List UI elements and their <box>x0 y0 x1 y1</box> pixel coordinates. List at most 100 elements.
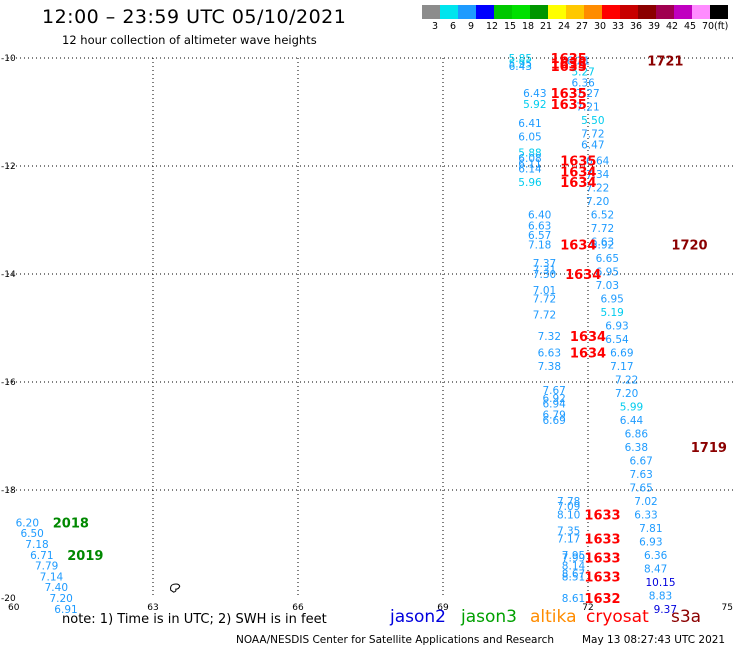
x-tick-label: 72 <box>582 603 593 613</box>
swh-value-label: 6.36 <box>571 77 595 89</box>
time-label: 1634 <box>560 165 596 180</box>
legend-swatch <box>548 5 566 19</box>
swh-value-label: 6.63 <box>538 347 561 359</box>
x-tick-label: 69 <box>437 603 449 613</box>
swh-value-label: 8.61 <box>562 593 585 605</box>
footer-credit: NOAA/NESDIS Center for Satellite Applica… <box>236 634 554 646</box>
swh-value-label: 6.95 <box>600 293 623 305</box>
swh-value-label: 6.44 <box>620 415 644 427</box>
swh-value-label: 6.92 <box>591 239 614 251</box>
legend-tick-label: 18 <box>522 21 535 32</box>
swh-value-label: 6.20 <box>16 517 39 529</box>
x-tick-label: 75 <box>722 603 733 613</box>
swh-value-label: 7.21 <box>576 102 599 114</box>
time-label: 1634 <box>570 330 606 345</box>
legend-tick-label: 42 <box>666 21 679 32</box>
page-title: 12:00 – 23:59 UTC 05/10/2021 <box>42 6 347 28</box>
satellite-altika: altika <box>530 607 577 627</box>
swh-value-label: 7.32 <box>538 331 561 343</box>
time-label: 1634 <box>565 268 601 283</box>
swh-value-label: 7.40 <box>45 582 68 594</box>
y-tick-label: -12 <box>1 162 16 172</box>
satellite-cryosat: cryosat <box>586 607 649 627</box>
swh-value-label: 6.69 <box>542 415 565 427</box>
legend-tick-label: 6 <box>450 21 457 32</box>
swh-value-label: 5.95 <box>509 58 532 70</box>
swh-value-label: 6.63 <box>591 237 614 249</box>
swh-value-label: 6.40 <box>528 210 551 222</box>
swh-value-label: 7.72 <box>533 310 556 322</box>
swh-value-label: 7.99 <box>562 553 585 565</box>
swh-value-label: 7.27 <box>576 88 599 100</box>
swh-value-label: 7.34 <box>586 169 610 181</box>
time-label: 1719 <box>691 441 727 456</box>
swh-value-label: 6.92 <box>542 393 565 405</box>
time-label: 1633 <box>584 533 620 548</box>
time-label: 1635 <box>551 87 587 102</box>
time-label: 1635 <box>551 98 587 113</box>
legend-tick-label: 9 <box>468 21 475 32</box>
y-tick-label: -14 <box>1 270 16 280</box>
y-tick-label: -20 <box>1 594 16 604</box>
legend-tick-label: 21 <box>540 21 553 32</box>
legend-swatch <box>620 5 638 19</box>
swh-value-label: 7.09 <box>557 501 580 513</box>
swh-value-label: 6.91 <box>54 604 77 616</box>
swh-value-label: 7.30 <box>533 269 556 281</box>
time-label: 1633 <box>584 570 620 585</box>
chart-subtitle: 12 hour collection of altimeter wave hei… <box>62 33 317 47</box>
swh-value-label: 7.20 <box>586 196 609 208</box>
swh-value-label: 7.17 <box>557 534 580 546</box>
swh-value-label: 7.14 <box>40 571 64 583</box>
legend-swatch <box>710 5 728 19</box>
swh-value-label: 5.99 <box>620 401 643 413</box>
swh-value-label: 7.72 <box>581 129 604 141</box>
swh-value-label: 6.52 <box>591 210 614 222</box>
swh-value-label: 6.86 <box>625 428 649 440</box>
time-label: 1633 <box>584 552 620 567</box>
swh-value-label: 6.21 <box>567 56 590 68</box>
swh-value-label: 8.47 <box>644 563 667 575</box>
swh-value-label: 7.65 <box>629 482 652 494</box>
time-label: 1635 <box>551 57 587 72</box>
time-label: 1633 <box>584 508 620 523</box>
swh-value-label: 6.69 <box>610 347 633 359</box>
swh-value-label: 6.14 <box>518 164 542 176</box>
swh-value-label: 7.38 <box>538 361 561 373</box>
swh-value-label: 7.20 <box>615 388 638 400</box>
legend-swatch <box>674 5 692 19</box>
swh-value-label: 8.67 <box>562 569 585 581</box>
time-label: 1720 <box>671 238 707 253</box>
swh-value-label: 6.08 <box>518 153 541 165</box>
time-label: 1634 <box>570 346 606 361</box>
swh-value-label: 7.03 <box>596 280 619 292</box>
swh-value-label: 6.65 <box>596 253 619 265</box>
swh-value-label: 7.81 <box>639 523 662 535</box>
swh-value-label: 6.50 <box>20 528 43 540</box>
y-tick-label: -10 <box>1 54 16 64</box>
legend-swatch <box>458 5 476 19</box>
swh-value-label: 7.79 <box>35 561 58 573</box>
legend-swatch <box>512 5 530 19</box>
time-label: 1635 <box>560 155 596 170</box>
swh-value-label: 5.88 <box>518 148 541 160</box>
legend-tick-label: 3 <box>432 21 439 32</box>
time-label: 1632 <box>584 592 620 607</box>
time-label: 1721 <box>647 55 683 70</box>
swh-value-label: 7.22 <box>586 183 609 195</box>
swh-value-label: 6.63 <box>528 220 551 232</box>
legend-tick-label: 39 <box>648 21 661 32</box>
legend-swatch <box>422 5 440 19</box>
swh-value-label: 8.10 <box>557 509 580 521</box>
swh-value-label: 7.63 <box>629 469 652 481</box>
swh-value-label: 8.14 <box>562 561 586 573</box>
time-label: 2018 <box>53 516 89 531</box>
swh-value-label: 6.11 <box>518 158 541 170</box>
swh-value-label: 6.36 <box>644 550 668 562</box>
swh-value-label: 5.85 <box>509 53 532 65</box>
time-label: 1634 <box>560 238 596 253</box>
legend-tick-label: 27 <box>576 21 589 32</box>
swh-value-label: 6.33 <box>634 509 657 521</box>
legend-tick-label: 30 <box>594 21 607 32</box>
